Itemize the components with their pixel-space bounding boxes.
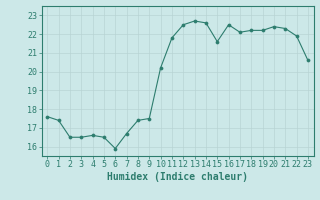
X-axis label: Humidex (Indice chaleur): Humidex (Indice chaleur) [107,172,248,182]
